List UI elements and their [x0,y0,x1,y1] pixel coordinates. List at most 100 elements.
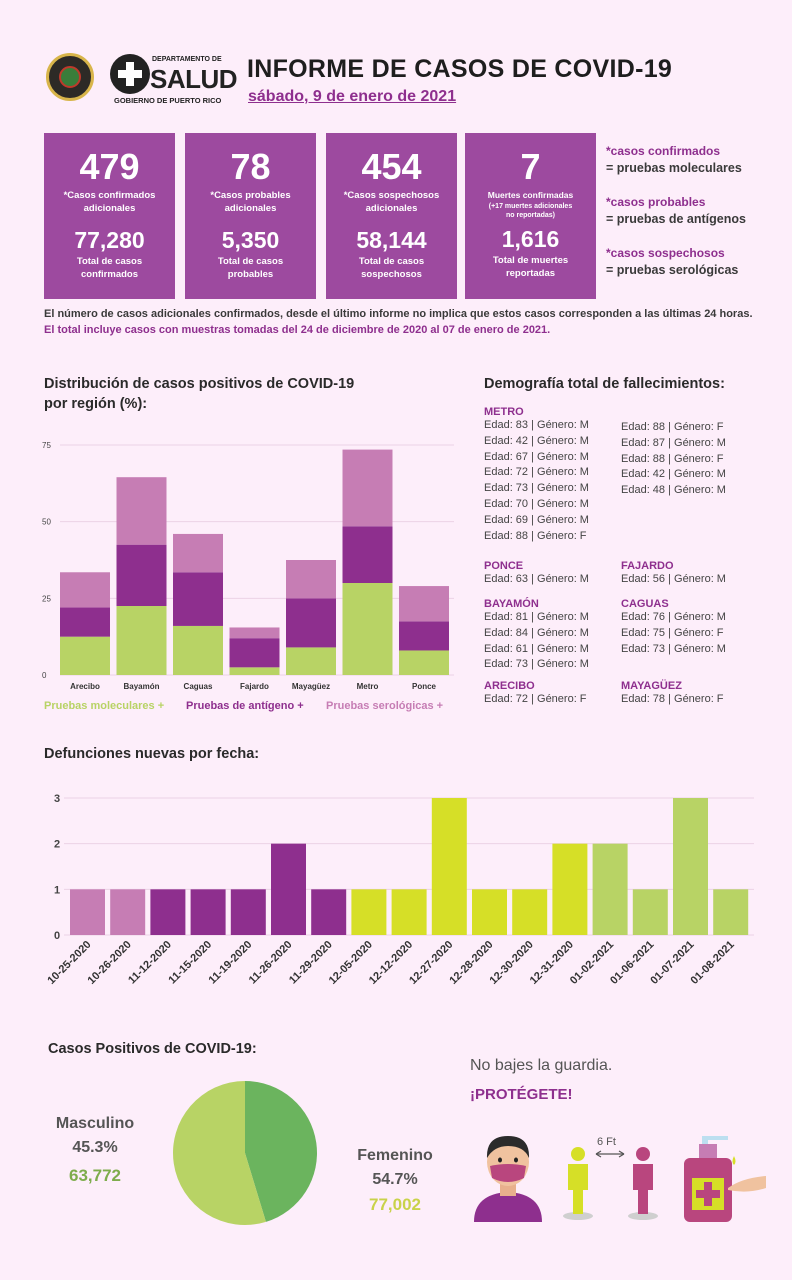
deaths-chart-title: Defunciones nuevas por fecha: [44,746,260,762]
pie-label-male: Masculino [55,1115,135,1132]
demographics-group-mayaguez: MAYAGÜEZ Edad: 78 | Género: F [621,680,724,708]
region-x-tick-label: Ponce [412,682,437,691]
pie-label-female: Femenino [357,1147,433,1164]
deaths-bar-11-29-2020 [311,889,347,935]
pie-count-male: 63,772 [69,1166,121,1185]
region-x-tick-label: Mayagüez [292,682,330,691]
deaths-new-label-2: (+17 muertes adicionales [488,203,573,210]
deaths-by-date-bar-chart: 012310-25-202010-26-202011-12-202011-15-… [45,793,754,987]
logo-word: SALUD [150,64,238,94]
region-legend-item: Pruebas de antígeno + [186,700,304,712]
deaths-bar-12-28-2020 [472,889,507,935]
demographics-entry: Edad: 56 | Género: M [621,573,726,585]
pie-slice-femenino [173,1081,266,1225]
confirmed-total-value: 77,280 [74,227,145,253]
key-probable-value: = pruebas de antígenos [606,212,746,226]
demographics-region-label: ARECIBO [484,680,535,692]
demographics-entry: Edad: 88 | Género: F [484,529,587,542]
deaths-bar-12-12-2020 [391,889,427,935]
demographics-entry: Edad: 72 | Género: F [484,693,587,705]
demographics-entry: Edad: 70 | Género: M [484,497,589,510]
pie-chart-title: Casos Positivos de COVID-19: [48,1041,257,1057]
deaths-total-value: 1,616 [501,226,560,252]
suspected-new-value: 454 [361,146,422,187]
deaths-bar-11-15-2020 [190,889,226,935]
region-stacked-bar-chart: 0 25 50 75 Arecibo Bayamón Caguas Fajardo Mayagü… [42,441,454,712]
demographics-region-label: MAYAGÜEZ [621,680,682,692]
deaths-bar-11-12-2020 [150,889,186,935]
region-chart-title: Distribución de casos positivos de COVID… [44,374,354,414]
confirmed-new-label-2: adicionales [83,203,136,214]
deaths-bar-12-27-2020 [431,798,467,935]
demographics-group-ponce: PONCE Edad: 63 | Género: M [484,560,589,588]
probable-new-label-1: *Casos probables [210,190,291,201]
demographics-group-metro-cont: Edad: 88 | Género: F Edad: 87 | Género: M… [621,420,726,499]
demographics-entry: Edad: 84 | Género: M [484,626,589,639]
region-y-tick-label: 0 [42,671,47,680]
demographics-entry: Edad: 73 | Género: M [484,482,589,495]
footnote: El número de casos adicionales confirmad… [44,306,754,338]
region-bar-fajardo-serological [229,627,280,639]
cross-icon [110,54,150,94]
region-bar-fajardo-antigen [229,638,280,668]
probable-cases-box: 78 *Casos probables adicionales 5,350 To… [185,133,316,299]
prevention-illustrations: 6 Ft [474,1136,766,1222]
region-bar-arecibo-molecular [60,636,110,675]
key-probable: *casos probables [606,195,706,209]
deaths-y-tick-label: 0 [54,930,60,942]
demographics-entry: Edad: 78 | Género: F [621,693,724,705]
demographics-entry: Edad: 67 | Género: M [484,450,589,463]
deaths-y-tick-label: 2 [54,839,60,851]
demographics-entry: Edad: 88 | Género: F [621,421,724,433]
demographics-entry: Edad: 83 | Género: M [484,419,589,431]
demographics-entry: Edad: 72 | Género: M [484,466,589,479]
puerto-rico-seal-logo [46,53,94,101]
region-x-tick-label: Bayamón [123,682,159,691]
demographics-entry: Edad: 61 | Género: M [484,642,589,655]
suspected-cases-box: 454 *Casos sospechosos adicionales 58,14… [326,133,457,299]
demographics-group-metro: METRO Edad: 83 | Género: M Edad: 42 | Géne… [484,406,589,544]
hand-sanitizer-icon [684,1136,766,1222]
probable-total-value: 5,350 [221,227,280,253]
suspected-new-label-2: adicionales [365,203,418,214]
demographics-region-label: PONCE [484,560,524,572]
region-bar-caguas-molecular [173,625,223,675]
demographics-region-label: METRO [484,406,524,418]
deaths-new-value: 7 [520,146,541,187]
demographics-entry: Edad: 48 | Género: M [621,484,726,497]
region-bar-ponce-antigen [399,621,449,651]
demographics-entry: Edad: 75 | Género: F [621,626,724,639]
key-confirmed-value: = pruebas moleculares [606,161,742,175]
footnote-plain: El número de casos adicionales confirmad… [44,308,753,320]
deaths-bar-01-08-2021 [713,889,749,935]
demographics-region-label: BAYAMÓN [484,598,539,610]
demographics-group-fajardo: FAJARDO Edad: 56 | Género: M [621,560,726,588]
message-line-1: No bajes la guardia. [470,1057,613,1074]
key-suspected: *casos sospechosos [606,246,725,260]
deaths-total-label-2: reportadas [505,268,556,279]
region-bar-bayamon-molecular [116,606,167,675]
demographics-entry: Edad: 73 | Género: M [621,642,726,655]
region-x-tick-label: Metro [357,682,379,691]
pie-count-female: 77,002 [369,1195,421,1214]
deaths-bar-11-19-2020 [230,889,266,935]
demographics-entry: Edad: 63 | Género: M [484,573,589,585]
region-bar-ponce-molecular [399,650,449,675]
region-bar-mayaguez-molecular [286,647,336,675]
social-distance-icon: 6 Ft [563,1136,658,1220]
demographics-entry: Edad: 42 | Género: M [484,434,589,447]
deaths-total-label-1: Total de muertes [492,255,569,266]
confirmed-total-label-2: confirmados [80,269,138,280]
confirmed-cases-box: 479 *Casos confirmados adicionales 77,28… [44,133,175,299]
region-bar-ponce-serological [399,586,449,622]
region-bar-metro-serological [342,449,393,527]
report-date: sábado, 9 de enero de 2021 [248,88,457,105]
demographics-group-arecibo: ARECIBO Edad: 72 | Género: F [484,680,587,708]
logo-gob: GOBIERNO DE PUERTO RICO [114,96,222,105]
region-bar-metro-antigen [342,526,393,583]
deaths-bar-01-07-2021 [673,798,708,935]
probable-new-label-2: adicionales [224,203,277,214]
region-bar-bayamon-antigen [116,544,167,606]
deaths-bar-12-31-2020 [552,843,588,935]
deaths-y-tick-label: 1 [54,884,60,896]
